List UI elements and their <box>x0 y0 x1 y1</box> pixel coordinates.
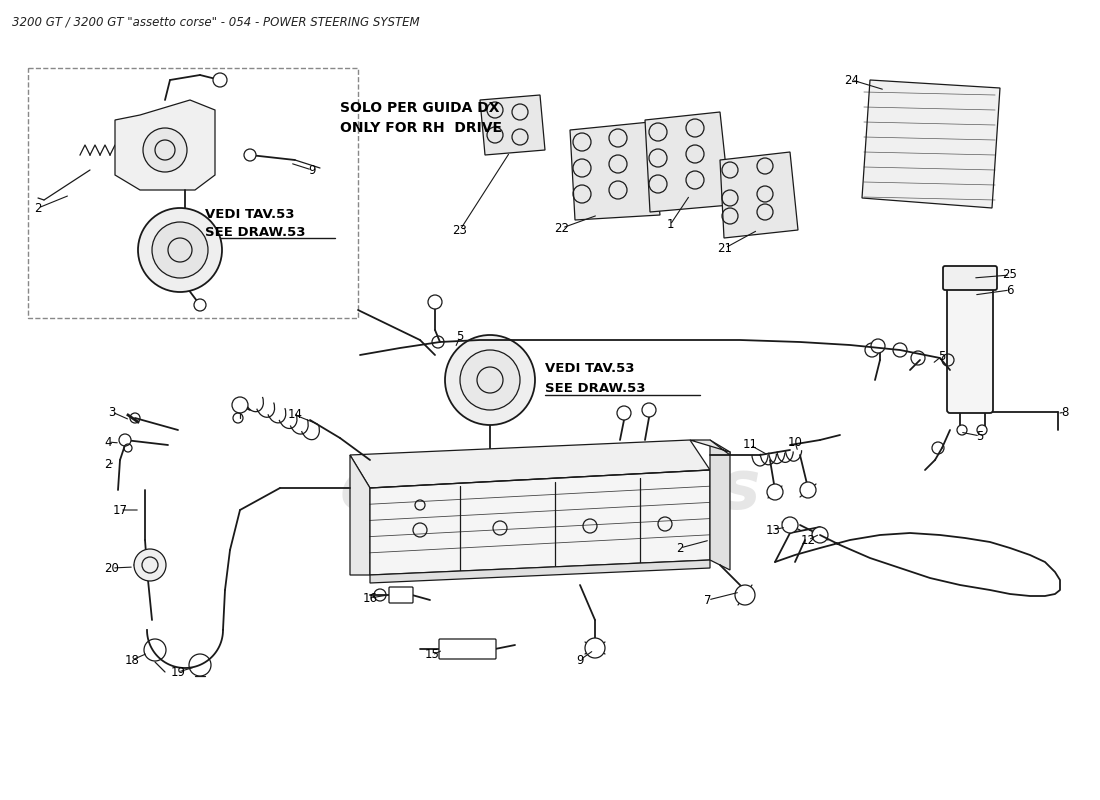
Circle shape <box>871 339 886 353</box>
Polygon shape <box>480 95 544 155</box>
Circle shape <box>189 654 211 676</box>
Text: 8: 8 <box>1062 406 1069 418</box>
Polygon shape <box>720 152 798 238</box>
Circle shape <box>232 397 248 413</box>
Circle shape <box>617 406 631 420</box>
Text: 7: 7 <box>704 594 712 606</box>
Circle shape <box>800 482 816 498</box>
Circle shape <box>460 350 520 410</box>
Circle shape <box>812 527 828 543</box>
Polygon shape <box>690 440 730 455</box>
Text: 13: 13 <box>766 523 780 537</box>
Circle shape <box>152 222 208 278</box>
Text: VEDI TAV.53: VEDI TAV.53 <box>544 362 635 374</box>
Text: 2: 2 <box>104 458 112 471</box>
FancyBboxPatch shape <box>947 277 993 413</box>
Circle shape <box>767 484 783 500</box>
FancyBboxPatch shape <box>439 639 496 659</box>
Polygon shape <box>350 440 710 488</box>
Text: 9: 9 <box>308 163 316 177</box>
Circle shape <box>446 335 535 425</box>
Text: 2: 2 <box>34 202 42 214</box>
Text: 5: 5 <box>977 430 983 442</box>
Polygon shape <box>116 100 214 190</box>
Text: 21: 21 <box>717 242 733 254</box>
Text: 17: 17 <box>112 503 128 517</box>
Polygon shape <box>862 80 1000 208</box>
Text: 10: 10 <box>788 435 802 449</box>
Text: 3200 GT / 3200 GT "assetto corse" - 054 - POWER STEERING SYSTEM: 3200 GT / 3200 GT "assetto corse" - 054 … <box>12 15 419 29</box>
Circle shape <box>138 208 222 292</box>
Polygon shape <box>370 560 710 583</box>
Circle shape <box>134 549 166 581</box>
Polygon shape <box>570 122 660 220</box>
Text: 23: 23 <box>452 223 468 237</box>
Circle shape <box>782 517 797 533</box>
FancyBboxPatch shape <box>389 587 412 603</box>
Text: 20: 20 <box>104 562 120 574</box>
Polygon shape <box>370 470 710 575</box>
Circle shape <box>977 425 987 435</box>
Text: eurospares: eurospares <box>339 457 761 523</box>
Circle shape <box>119 434 131 446</box>
Text: SOLO PER GUIDA DX: SOLO PER GUIDA DX <box>340 101 499 115</box>
Circle shape <box>244 149 256 161</box>
Text: 4: 4 <box>104 435 112 449</box>
Text: 16: 16 <box>363 591 377 605</box>
Text: ONLY FOR RH  DRIVE: ONLY FOR RH DRIVE <box>340 121 502 135</box>
Circle shape <box>735 585 755 605</box>
Text: 5: 5 <box>456 330 464 343</box>
Text: SEE DRAW.53: SEE DRAW.53 <box>544 382 646 394</box>
Text: 22: 22 <box>554 222 570 234</box>
Text: 5: 5 <box>938 350 946 362</box>
Text: 15: 15 <box>425 649 439 662</box>
Text: VEDI TAV.53: VEDI TAV.53 <box>205 209 295 222</box>
Circle shape <box>893 343 907 357</box>
Circle shape <box>143 128 187 172</box>
Polygon shape <box>350 455 370 575</box>
Text: 6: 6 <box>1006 283 1014 297</box>
Text: 14: 14 <box>287 409 303 422</box>
Circle shape <box>144 639 166 661</box>
Circle shape <box>428 295 442 309</box>
FancyBboxPatch shape <box>943 266 997 290</box>
Polygon shape <box>710 440 730 570</box>
Text: 3: 3 <box>108 406 115 418</box>
Circle shape <box>642 403 656 417</box>
Text: 25: 25 <box>1002 269 1018 282</box>
Text: 9: 9 <box>576 654 584 666</box>
Circle shape <box>957 425 967 435</box>
Text: 19: 19 <box>170 666 186 678</box>
Text: 24: 24 <box>845 74 859 86</box>
Polygon shape <box>645 112 730 212</box>
Text: 18: 18 <box>124 654 140 666</box>
Text: 1: 1 <box>667 218 673 231</box>
Text: 2: 2 <box>676 542 684 554</box>
Circle shape <box>194 299 206 311</box>
Circle shape <box>585 638 605 658</box>
Text: SEE DRAW.53: SEE DRAW.53 <box>205 226 306 238</box>
Text: 12: 12 <box>801 534 815 546</box>
Circle shape <box>213 73 227 87</box>
Text: 11: 11 <box>742 438 758 451</box>
